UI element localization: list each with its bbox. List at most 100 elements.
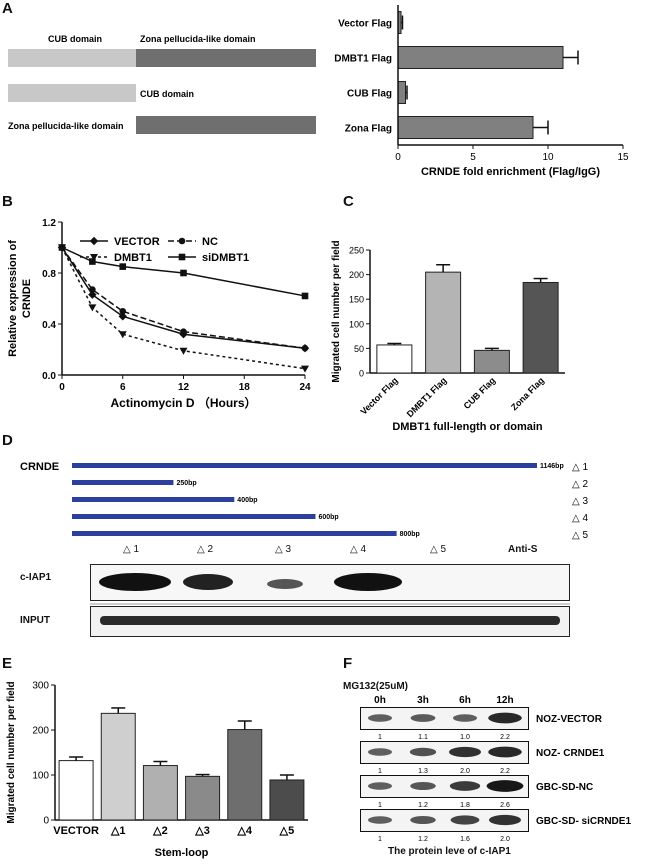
data-point <box>301 365 309 373</box>
cub-only-bar <box>8 84 136 102</box>
band <box>488 746 522 758</box>
category-label: Vector Flag <box>358 375 399 416</box>
timepoint-label: 6h <box>459 695 471 706</box>
tick-label: 12 <box>178 382 190 393</box>
tick-label: 100 <box>349 319 364 329</box>
crnde-label: CRNDE <box>20 461 59 473</box>
data-point <box>301 292 309 300</box>
legend-marker <box>90 254 98 261</box>
data-point <box>89 286 96 293</box>
fragment-delta-label: △ 2 <box>572 479 588 490</box>
category-label: CUB Flag <box>462 375 498 411</box>
x-axis-label: DMBT1 full-length or domain <box>392 421 543 433</box>
fragment-length-label: 250bp <box>176 480 196 487</box>
category-label: △2 <box>152 825 168 837</box>
band <box>368 714 392 722</box>
quant-value: 2.2 <box>500 734 510 741</box>
quant-value: 1.8 <box>460 802 470 809</box>
timepoint-label: 3h <box>417 695 429 706</box>
bar <box>142 765 178 821</box>
tick-label: 15 <box>617 152 629 163</box>
lane-label: △ 4 <box>350 544 367 555</box>
band <box>267 579 303 589</box>
category-label: VECTOR <box>53 825 99 837</box>
zona-only-bar <box>136 116 316 134</box>
x-axis-label: Stem-loop <box>155 847 209 859</box>
data-point <box>179 347 188 355</box>
legend-entry: siDMBT1 <box>168 252 249 264</box>
blot-row-label: c-IAP1 <box>20 572 52 583</box>
data-point <box>88 304 97 312</box>
blot-row-name: NOZ-VECTOR <box>536 714 603 725</box>
crnde-fragment-map: CRNDE 1146bp △ 1 250bp △ 2 400bp △ 3 600bp △ 4 80… <box>20 461 588 541</box>
fragment-length-label: 600bp <box>318 514 338 521</box>
quant-value: 1.2 <box>418 836 428 843</box>
tick-label: 100 <box>32 771 49 782</box>
tick-label: 250 <box>349 246 364 256</box>
category-label: CUB Flag <box>347 89 392 100</box>
data-point <box>301 344 309 352</box>
bar <box>58 760 94 821</box>
fragment-delta-label: △ 3 <box>572 496 588 507</box>
timepoint-label: 12h <box>496 695 513 706</box>
migration-domain-bar-chart: 0 50 100 150 200 250 Vector Flag DMBT1 Flag CUB … <box>331 240 565 433</box>
panel-label-e: E <box>2 655 13 672</box>
quant-value: 1.0 <box>460 734 470 741</box>
tick-label: 18 <box>239 382 251 393</box>
data-point <box>118 331 127 339</box>
mrna-decay-line-chart: 0.0 0.4 0.8 1.2 0 6 12 18 24 VECTOR NC DMBT1 siDMBT1… <box>7 218 311 410</box>
lane-label: △ 1 <box>123 544 140 555</box>
zona-only-label: Zona pellucida-like domain <box>8 121 124 131</box>
bar <box>185 775 221 821</box>
tick-label: 0 <box>43 816 49 827</box>
band <box>334 573 402 591</box>
tick-label: 200 <box>32 726 49 737</box>
western-blot <box>90 564 570 637</box>
legend-entry: VECTOR <box>80 236 160 248</box>
fragment-length-label: 800bp <box>400 531 420 538</box>
legend-label: DMBT1 <box>114 252 152 264</box>
cub-only-label: CUB domain <box>140 89 194 99</box>
quant-value: 1.2 <box>418 802 428 809</box>
panel-label-a: A <box>2 0 13 17</box>
category-label: Vector Flag <box>338 19 392 30</box>
input-band <box>100 616 560 625</box>
x-axis-label: CRNDE fold enrichment (Flag/IgG) <box>421 166 600 178</box>
panel-label-c: C <box>343 193 354 210</box>
blot-row-name: GBC-SD-NC <box>536 782 593 793</box>
bar <box>397 46 564 69</box>
band <box>410 815 436 825</box>
blot-box <box>360 775 529 798</box>
lane-label: △ 2 <box>197 544 214 555</box>
tick-label: 5 <box>470 152 476 163</box>
y-axis-label: CRNDE <box>21 279 33 318</box>
series-sidmbt1 <box>58 244 309 300</box>
tick-label: 6 <box>120 382 126 393</box>
quant-value: 2.0 <box>460 768 470 775</box>
category-label: △3 <box>194 825 210 837</box>
tick-label: 0.8 <box>42 269 56 280</box>
quant-value: 2.0 <box>500 836 510 843</box>
full-zona-label: Zona pellucida-like domain <box>140 34 256 44</box>
fragment-length-label: 1146bp <box>540 463 564 470</box>
lane-labels: △ 1 △ 2 △ 3 △ 4 △ 5 Anti-S <box>0 544 650 560</box>
legend-label: VECTOR <box>114 236 160 248</box>
treatment-label: MG132(25uM) <box>343 681 409 692</box>
tick-label: 150 <box>349 295 364 305</box>
band <box>410 781 436 791</box>
migration-stemloop-bar-chart: 0 100 200 300 VECTOR △1 △2 △3 △4 △5 Migrated cell … <box>6 681 308 859</box>
data-point <box>119 307 127 315</box>
tick-label: 0.4 <box>42 320 56 331</box>
bar <box>425 271 462 374</box>
bar <box>522 281 559 374</box>
y-axis-label: Migrated cell number per field <box>6 681 17 823</box>
category-label: △1 <box>110 825 126 837</box>
legend-entry: DMBT1 <box>80 252 152 264</box>
legend-entry: NC <box>168 236 218 248</box>
full-cub-label: CUB domain <box>48 34 102 44</box>
bar <box>227 729 263 821</box>
quant-value: 1 <box>378 836 382 843</box>
blot-box <box>360 707 529 730</box>
fragment-delta-label: △ 4 <box>572 513 588 524</box>
series-line <box>61 247 306 349</box>
